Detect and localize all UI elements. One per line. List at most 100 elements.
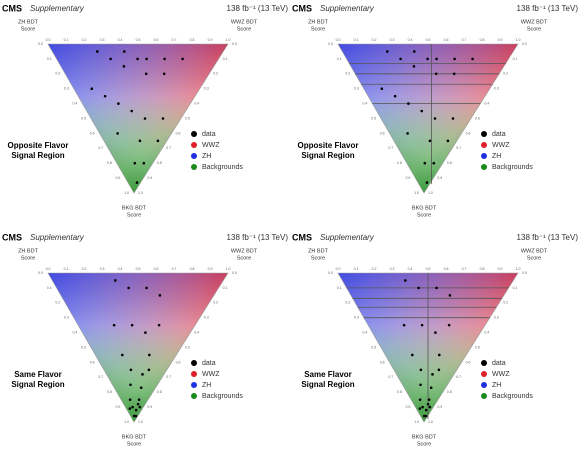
tick-label: 0.8 [397, 161, 402, 165]
corner-label: Score [311, 255, 325, 261]
tick-label: 0.3 [354, 316, 359, 320]
tick-label: 0.2 [213, 72, 218, 76]
corner-label: Score [311, 26, 325, 32]
data-point [135, 181, 139, 184]
tick-label: 0.7 [462, 38, 467, 42]
tick-label: 0.1 [223, 286, 228, 290]
data-point [148, 353, 151, 357]
tick-label: 0.8 [107, 161, 112, 165]
tick-label: 0.6 [380, 131, 385, 135]
data-point [123, 50, 126, 53]
legend-label: data [492, 131, 506, 138]
tick-label: 1.0 [414, 191, 419, 195]
data-point [424, 408, 428, 412]
tick-label: 0.0 [328, 271, 333, 275]
corner-label: Score [527, 255, 541, 261]
corner-label: BKG BDT [122, 434, 147, 440]
region-label: Same Flavor [304, 370, 352, 379]
tick-label: 0.2 [503, 72, 508, 76]
legend-label: Backgrounds [202, 164, 243, 171]
density [48, 44, 228, 193]
cms-label: CMS [2, 232, 22, 242]
tick-label: 0.1 [354, 267, 359, 271]
cms-label: CMS [2, 3, 22, 13]
tick-label: 0.8 [480, 38, 485, 42]
tick-label: 0.4 [408, 267, 413, 271]
data-point [109, 57, 112, 61]
tick-label: 0.1 [223, 57, 228, 61]
tick-label: 0.8 [190, 267, 195, 271]
tick-label: 0.2 [82, 38, 87, 42]
tick-label: 0.4 [484, 102, 489, 106]
tick-label: 0.6 [466, 131, 471, 135]
data-point [434, 331, 437, 334]
tick-label: 0.6 [466, 360, 471, 364]
tick-label: 0.7 [172, 38, 177, 42]
legend-marker [191, 131, 197, 137]
data-point [407, 102, 410, 105]
tick-label: 0.9 [116, 176, 121, 180]
tick-label: 0.4 [194, 102, 199, 106]
data-point [429, 386, 433, 390]
tick-label: 0.5 [81, 345, 86, 349]
legend-marker [481, 142, 487, 148]
data-point [162, 72, 166, 76]
tick-label: 0.7 [456, 375, 461, 379]
tick-label: 0.6 [90, 131, 95, 135]
panel: CMS Supplementary 138 fb⁻¹ (13 TeV)0.00.00… [292, 232, 578, 447]
tick-label: 1.0 [516, 38, 521, 42]
corner-label: Score [237, 255, 251, 261]
data-point [406, 132, 409, 135]
data-point [428, 139, 432, 143]
corner-label: BKG BDT [122, 205, 147, 211]
tick-label: 0.7 [388, 375, 393, 379]
corner-label: Score [417, 212, 431, 218]
data-point [437, 368, 441, 372]
data-point [156, 139, 160, 143]
tick-label: 0.7 [166, 375, 171, 379]
corner-label: Score [237, 26, 251, 32]
tick-label: 0.3 [100, 267, 105, 271]
tick-label: 0.0 [46, 38, 51, 42]
region-label: Signal Region [301, 151, 354, 160]
tick-label: 0.5 [371, 345, 376, 349]
data-point [428, 405, 432, 409]
data-point [134, 414, 138, 418]
tick-label: 0.4 [408, 38, 413, 42]
data-point [448, 294, 452, 297]
tick-label: 0.2 [55, 301, 60, 305]
tick-label: 0.0 [232, 42, 237, 46]
tick-label: 0.8 [480, 267, 485, 271]
data-point [112, 323, 116, 327]
legend-marker [191, 393, 197, 399]
data-point [117, 102, 120, 105]
data-point [181, 57, 184, 61]
region-label: Signal Region [301, 380, 354, 389]
data-point [427, 398, 431, 401]
tick-label: 0.3 [204, 87, 209, 91]
panel: CMS Supplementary 138 fb⁻¹ (13 TeV)0.00.00… [2, 232, 288, 447]
legend-label: WWZ [202, 142, 220, 149]
data-point [134, 408, 138, 412]
tick-label: 0.4 [363, 102, 368, 106]
data-point [144, 72, 148, 76]
tick-label: 0.0 [38, 271, 43, 275]
tick-label: 0.2 [55, 72, 60, 76]
tick-label: 0.9 [406, 405, 411, 409]
triangle-frame [47, 272, 229, 423]
tick-label: 0.1 [513, 286, 518, 290]
data-point [399, 57, 402, 61]
data-point [435, 286, 438, 290]
data-point [127, 286, 130, 290]
legend-label: WWZ [202, 371, 220, 378]
data-point [434, 72, 438, 76]
tick-label: 0.9 [208, 267, 213, 271]
supplementary-label: Supplementary [30, 233, 85, 242]
legend-label: data [492, 360, 506, 367]
tick-label: 1.0 [428, 420, 433, 424]
legend-label: Backgrounds [202, 393, 243, 400]
data-point [453, 57, 456, 61]
data-point [157, 323, 161, 327]
tick-label: 1.0 [226, 267, 231, 271]
